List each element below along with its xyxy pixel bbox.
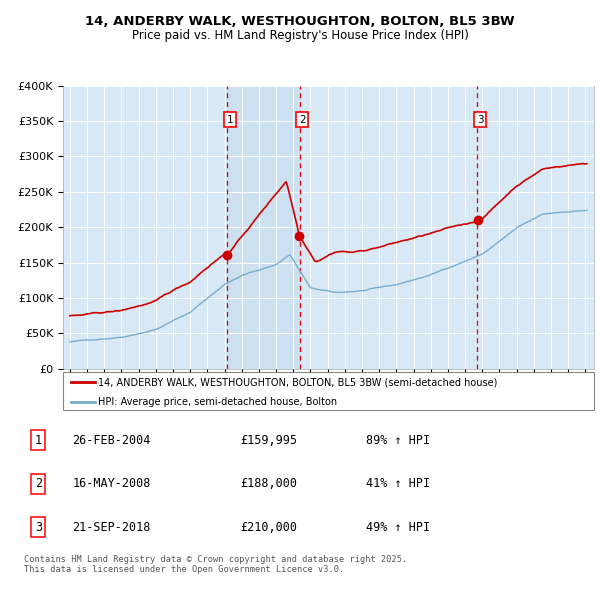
Text: £188,000: £188,000 xyxy=(241,477,298,490)
Text: 14, ANDERBY WALK, WESTHOUGHTON, BOLTON, BL5 3BW: 14, ANDERBY WALK, WESTHOUGHTON, BOLTON, … xyxy=(85,15,515,28)
Text: £210,000: £210,000 xyxy=(241,521,298,534)
Text: 2: 2 xyxy=(35,477,42,490)
Text: 1: 1 xyxy=(226,114,233,124)
FancyBboxPatch shape xyxy=(63,372,594,410)
Text: £159,995: £159,995 xyxy=(241,434,298,447)
Text: 16-MAY-2008: 16-MAY-2008 xyxy=(73,477,151,490)
Text: 21-SEP-2018: 21-SEP-2018 xyxy=(73,521,151,534)
Text: 14, ANDERBY WALK, WESTHOUGHTON, BOLTON, BL5 3BW (semi-detached house): 14, ANDERBY WALK, WESTHOUGHTON, BOLTON, … xyxy=(98,378,497,388)
Text: 1: 1 xyxy=(35,434,42,447)
Text: 2: 2 xyxy=(299,114,305,124)
Text: 3: 3 xyxy=(35,521,42,534)
Bar xyxy=(227,86,299,369)
Text: 3: 3 xyxy=(477,114,484,124)
Text: 89% ↑ HPI: 89% ↑ HPI xyxy=(366,434,430,447)
Text: Price paid vs. HM Land Registry's House Price Index (HPI): Price paid vs. HM Land Registry's House … xyxy=(131,30,469,42)
Text: 49% ↑ HPI: 49% ↑ HPI xyxy=(366,521,430,534)
Text: 26-FEB-2004: 26-FEB-2004 xyxy=(73,434,151,447)
Text: Contains HM Land Registry data © Crown copyright and database right 2025.
This d: Contains HM Land Registry data © Crown c… xyxy=(24,555,407,574)
Text: 41% ↑ HPI: 41% ↑ HPI xyxy=(366,477,430,490)
Text: HPI: Average price, semi-detached house, Bolton: HPI: Average price, semi-detached house,… xyxy=(98,396,337,407)
